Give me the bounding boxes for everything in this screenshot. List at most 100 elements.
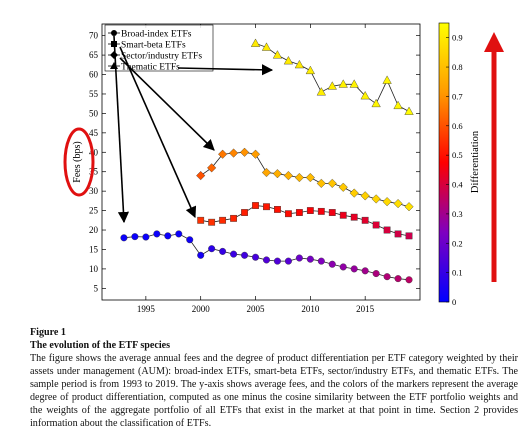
data-point-circle — [284, 257, 292, 265]
data-point-square — [241, 209, 248, 216]
data-point-diamond — [196, 171, 206, 181]
data-point-triangle — [272, 50, 283, 59]
data-point-circle — [175, 230, 183, 238]
data-point-diamond — [239, 147, 250, 157]
data-point-circle — [252, 253, 260, 261]
data-point-circle — [372, 270, 380, 278]
data-point-square — [295, 209, 303, 216]
colorbar-tick-label: 0.2 — [452, 238, 463, 248]
data-point-triangle — [327, 81, 337, 90]
data-point-diamond — [316, 178, 326, 188]
data-point-circle — [219, 247, 227, 255]
x-tick-label: 2005 — [247, 304, 266, 314]
data-point-circle — [273, 257, 281, 265]
legend-label: Smart-beta ETFs — [121, 41, 186, 51]
colorbar-tick-label: 0 — [452, 297, 456, 307]
legend-circle-marker — [111, 30, 117, 36]
data-point-circle — [131, 233, 139, 241]
data-point-square — [197, 216, 205, 224]
data-point-diamond — [382, 197, 392, 207]
data-point-circle — [230, 250, 238, 258]
data-point-square — [328, 209, 336, 216]
caption-label: Figure 1 — [30, 327, 66, 338]
y-tick-label: 55 — [89, 89, 99, 99]
data-point-square — [274, 206, 281, 213]
annotation-arrows — [113, 35, 274, 224]
figure-canvas: 1995 2000 2005 2010 2015 5101520253035404550… — [63, 22, 504, 314]
data-point-square — [383, 226, 391, 234]
data-point-diamond — [294, 172, 304, 183]
legend-entry-broad-index: Broad-index ETFs — [108, 30, 192, 40]
legend-label: Sector/industry ETFs — [121, 52, 202, 62]
data-point-diamond — [393, 199, 403, 209]
data-point-circle — [262, 256, 270, 264]
data-point-triangle — [283, 56, 294, 65]
y-tick-label: 20 — [89, 225, 99, 235]
arrow-to-smart-beta — [119, 46, 197, 219]
data-point-square — [361, 216, 369, 224]
arrow-to-thematic — [177, 64, 274, 76]
data-point-triangle — [360, 91, 370, 100]
data-point-square — [252, 202, 259, 209]
x-tick-label: 2000 — [192, 304, 211, 314]
data-point-square — [219, 216, 227, 224]
legend-label: Broad-index ETFs — [121, 30, 192, 40]
data-point-triangle — [294, 59, 305, 69]
figure-caption: Figure 1 The evolution of the ETF specie… — [30, 326, 518, 430]
data-point-square — [317, 207, 325, 215]
data-point-diamond — [360, 191, 370, 201]
colorbar-tick-label: 0.4 — [452, 180, 463, 190]
data-point-circle — [306, 255, 314, 263]
x-tick-label: 1995 — [137, 304, 156, 314]
colorbar-tick-label: 0.7 — [452, 91, 463, 101]
plot-area — [101, 23, 421, 301]
data-point-diamond — [338, 182, 348, 192]
data-point-square — [285, 210, 292, 218]
data-point-triangle — [305, 65, 315, 75]
data-point-circle — [383, 273, 391, 281]
legend-entry-sector-industry: Sector/industry ETFs — [108, 51, 202, 62]
data-point-circle — [197, 251, 205, 259]
data-point-circle — [339, 263, 347, 271]
data-point-triangle — [316, 87, 326, 96]
colorbar-tick-label: 0.8 — [452, 62, 463, 72]
data-point-circle — [350, 265, 358, 273]
legend: Broad-index ETFs Smart-beta ETFs Sector/… — [104, 24, 214, 73]
y-tick-label: 5 — [94, 283, 99, 293]
colorbar-tick-label: 0.1 — [452, 268, 463, 278]
data-point-square — [306, 207, 314, 214]
y-tick-label: 65 — [89, 50, 99, 60]
data-point-circle — [164, 232, 172, 240]
data-point-square — [230, 214, 237, 222]
data-point-circle — [405, 276, 413, 284]
colorbar-tick-label: 0.6 — [452, 121, 463, 131]
x-tick-label: 2015 — [356, 304, 375, 314]
data-point-circle — [120, 234, 128, 242]
series-lines — [123, 43, 410, 281]
data-point-square — [339, 211, 347, 219]
caption-text: The figure shows the average annual fees… — [30, 353, 518, 429]
y-tick-label: 25 — [89, 206, 99, 216]
data-point-diamond — [207, 163, 217, 173]
x-tick-label: 2010 — [301, 304, 320, 314]
data-point-diamond — [261, 167, 272, 178]
legend-box — [104, 24, 214, 72]
data-point-circle — [153, 230, 161, 238]
data-point-circle — [208, 245, 216, 253]
y-tick-label: 30 — [89, 186, 99, 196]
data-point-circle — [186, 236, 194, 244]
data-point-triangle — [404, 106, 414, 115]
data-point-square — [394, 230, 402, 238]
data-point-triangle — [250, 38, 261, 47]
y-tick-label: 50 — [89, 108, 99, 118]
y-tick-label: 60 — [89, 70, 99, 80]
data-point-triangle — [371, 98, 381, 108]
data-point-square — [263, 203, 270, 211]
colorbar: 0 0.1 0.2 0.3 0.4 0.5 0.6 0.7 0.8 0.9 Differentia… — [438, 22, 481, 307]
data-point-diamond — [218, 149, 228, 159]
data-point-circle — [394, 275, 402, 283]
colorbar-gradient — [438, 22, 450, 303]
legend-label: Thematic ETFs — [121, 63, 180, 73]
colorbar-tick-label: 0.3 — [452, 209, 463, 219]
data-point-triangle — [349, 79, 359, 88]
